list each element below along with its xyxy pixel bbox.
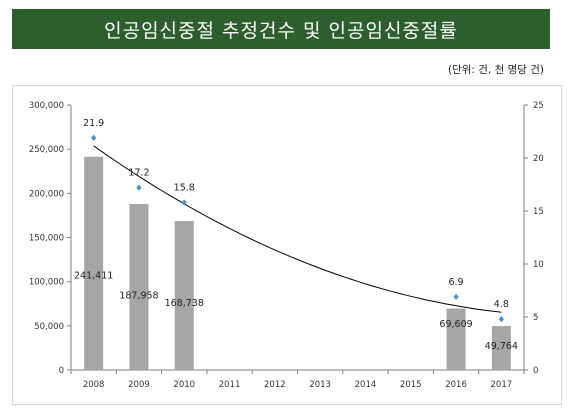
x-tick-label: 2008 <box>83 380 105 390</box>
bar-data-label: 69,609 <box>439 319 472 330</box>
bar <box>491 326 511 370</box>
chart-frame: 0 50,000 100,000 150,000 200,000 250,000 300,0… <box>12 85 562 405</box>
x-tick-label: 2017 <box>491 380 513 390</box>
rate-marker <box>498 315 504 323</box>
bar-data-label: 168,738 <box>165 298 204 309</box>
x-tick-label: 2009 <box>128 380 150 390</box>
bar-data-label: 49,764 <box>485 341 518 352</box>
bar <box>446 308 466 370</box>
rate-data-label: 6.9 <box>448 277 463 288</box>
x-tick-label: 2014 <box>355 380 377 390</box>
x-tick-label: 2010 <box>173 380 195 390</box>
right-tick-label: 25 <box>533 101 544 111</box>
unit-note: (단위: 건, 천 명당 건) <box>447 64 544 76</box>
bar <box>129 203 149 370</box>
x-tick-label: 2011 <box>219 380 241 390</box>
left-tick-label: 150,000 <box>29 234 64 244</box>
chart-title-banner: 인공임신중절 추정건수 및 인공임신중절률 <box>12 9 550 49</box>
trend-line <box>93 145 502 313</box>
left-tick-label: 300,000 <box>29 101 64 111</box>
left-tick-label: 100,000 <box>29 278 64 288</box>
x-tick-label: 2015 <box>400 380 422 390</box>
x-tick-label: 2012 <box>264 380 286 390</box>
rate-marker <box>91 134 97 142</box>
left-tick-label: 0 <box>59 366 64 376</box>
right-tick-label: 0 <box>533 366 538 376</box>
left-tick-label: 200,000 <box>29 189 64 199</box>
right-tick-label: 15 <box>533 207 544 217</box>
left-tick-label: 250,000 <box>29 145 64 155</box>
bar <box>174 220 194 370</box>
rate-marker <box>181 199 187 206</box>
chart-title: 인공임신중절 추정건수 및 인공임신중절률 <box>104 19 458 42</box>
rate-data-label: 15.8 <box>174 183 195 194</box>
x-tick-label: 2016 <box>445 380 467 390</box>
combo-chart: 0 50,000 100,000 150,000 200,000 250,000 300,0… <box>29 101 544 390</box>
bar-data-label: 241,411 <box>74 270 113 281</box>
rate-marker <box>136 184 142 191</box>
right-tick-label: 10 <box>533 260 544 270</box>
x-tick-label: 2013 <box>309 380 331 390</box>
right-tick-label: 5 <box>533 313 538 323</box>
bar <box>84 156 104 370</box>
rate-data-label: 4.8 <box>494 299 509 310</box>
left-tick-label: 50,000 <box>34 322 64 332</box>
rate-data-label: 17.2 <box>128 168 149 179</box>
right-tick-label: 20 <box>533 154 544 164</box>
rate-data-label: 21.9 <box>83 118 104 129</box>
bar-data-label: 187,958 <box>119 291 158 302</box>
rate-marker <box>453 293 459 301</box>
